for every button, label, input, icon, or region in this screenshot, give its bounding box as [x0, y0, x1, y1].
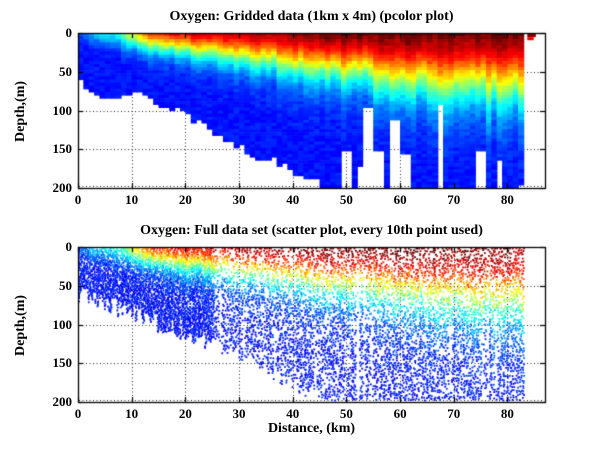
pcolor-xtick-label: 40	[286, 192, 300, 207]
pcolor-ytick-label: 100	[52, 102, 73, 118]
scatter-ytick-label: 0	[65, 239, 73, 254]
pcolor-xtick-label: 50	[339, 192, 353, 207]
scatter-xlabel: Distance, (km)	[267, 421, 356, 436]
pcolor-ytick-label: 150	[52, 141, 73, 157]
pcolor-xtick-label: 70	[447, 192, 461, 207]
scatter-xtick-label: 30	[232, 406, 246, 421]
pcolor-title: Oxygen: Gridded data (1km x 4m) (pcolor …	[169, 9, 454, 24]
pcolor-ytick-label: 0	[65, 25, 73, 40]
scatter-ylabel: Depth,(m)	[13, 294, 28, 356]
scatter-xtick-label: 60	[393, 406, 407, 421]
pcolor-xtick-label: 60	[393, 192, 407, 207]
scatter-ytick-label: 200	[52, 394, 73, 409]
pcolor-xtick-label: 80	[500, 192, 514, 207]
pcolor-xtick-label: 20	[178, 192, 192, 207]
pcolor-xtick-label: 0	[74, 192, 82, 207]
scatter-ytick-label: 50	[59, 277, 72, 293]
scatter-title: Oxygen: Full data set (scatter plot, eve…	[140, 223, 483, 238]
pcolor-ytick-label: 200	[52, 180, 73, 195]
pcolor-ytick-label: 50	[59, 63, 72, 79]
scatter-ytick-label: 150	[52, 355, 73, 371]
pcolor-xtick-label: 30	[232, 192, 246, 207]
scatter-xtick-label: 50	[339, 406, 353, 421]
scatter-ytick-label: 100	[52, 316, 73, 332]
scatter-xtick-label: 80	[500, 406, 514, 421]
scatter-xtick-label: 10	[125, 406, 139, 421]
scatter-xtick-label: 0	[74, 406, 82, 421]
scatter-xtick-label: 70	[447, 406, 461, 421]
pcolor-ylabel: Depth,(m)	[13, 80, 28, 142]
pcolor-xtick-label: 10	[125, 192, 139, 207]
scatter-xtick-label: 40	[286, 406, 300, 421]
scatter-xtick-label: 20	[178, 406, 192, 421]
